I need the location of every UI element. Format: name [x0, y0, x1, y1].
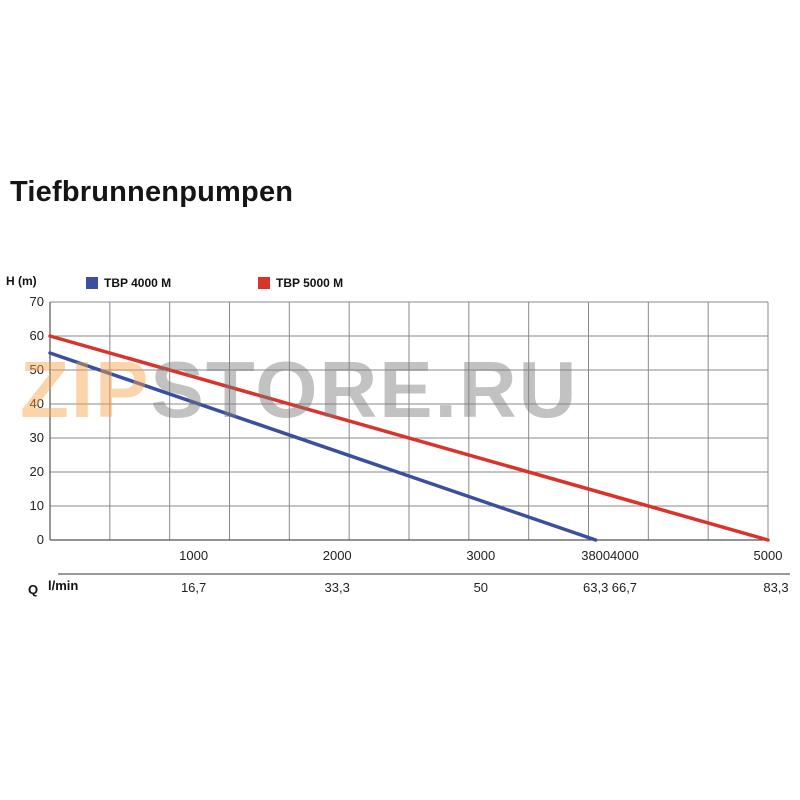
secondary-x-tick-label: 66,7	[612, 580, 637, 595]
series-line-tbp-5000	[48, 334, 770, 542]
y-tick-label: 40	[30, 396, 44, 411]
secondary-x-tick-labels: 16,7 33,3 50 63,3 66,7 83,3	[181, 580, 789, 595]
legend-swatch-tbp-5000	[258, 277, 270, 289]
x-tick-label: 3800	[581, 548, 610, 563]
x-tick-labels: 1000 2000 3000 3800 4000 5000	[179, 548, 782, 563]
secondary-x-tick-label: 50	[474, 580, 488, 595]
legend-label-tbp-5000: TBP 5000 M	[276, 276, 344, 290]
y-tick-label: 10	[30, 498, 44, 513]
x-tick-label: 4000	[610, 548, 639, 563]
y-tick-label: 30	[30, 430, 44, 445]
y-tick-label: 60	[30, 328, 44, 343]
y-tick-label: 0	[37, 532, 44, 547]
legend-label-tbp-4000: TBP 4000 M	[104, 276, 172, 290]
secondary-x-tick-label: 83,3	[763, 580, 788, 595]
legend-swatch-tbp-4000	[86, 277, 98, 289]
y-tick-label: 50	[30, 362, 44, 377]
x-tick-label: 3000	[466, 548, 495, 563]
y-axis-label: H (m)	[6, 274, 37, 288]
x-axis-unit-label: l/min	[48, 578, 79, 593]
chart-title: Tiefbrunnenpumpen	[10, 176, 294, 208]
x-tick-label: 1000	[179, 548, 208, 563]
y-tick-labels: 0 10 20 30 40 50 60 70	[30, 294, 44, 547]
secondary-x-tick-label: 63,3	[583, 580, 608, 595]
x-axis-q-label: Q	[28, 582, 39, 597]
y-tick-label: 20	[30, 464, 44, 479]
series-line-tbp-4000	[48, 351, 598, 542]
x-tick-label: 2000	[323, 548, 352, 563]
chart-grid	[49, 301, 790, 575]
legend-item-tbp-5000: TBP 5000 M	[258, 276, 343, 290]
secondary-x-tick-label: 33,3	[325, 580, 350, 595]
legend-item-tbp-4000: TBP 4000 M	[86, 276, 171, 290]
x-tick-label: 5000	[754, 548, 783, 563]
secondary-x-tick-label: 16,7	[181, 580, 206, 595]
chart-series	[48, 334, 770, 542]
y-tick-label: 70	[30, 294, 44, 309]
